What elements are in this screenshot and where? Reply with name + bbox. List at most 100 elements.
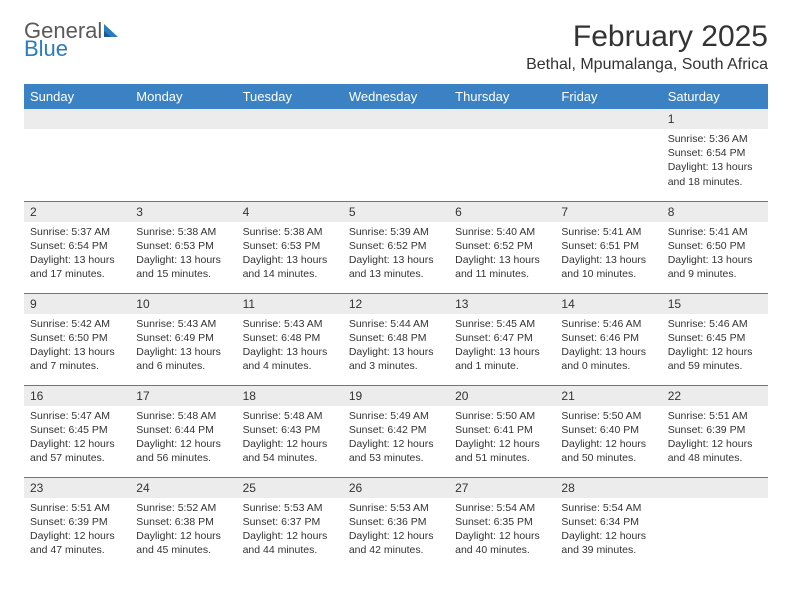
daylight-text: Daylight: 12 hours and 44 minutes. <box>243 529 337 557</box>
calendar-day-cell: 10 Sunrise: 5:43 AMSunset: 6:49 PMDayligh… <box>130 293 236 385</box>
sunset-text: Sunset: 6:39 PM <box>668 423 762 437</box>
daylight-text: Daylight: 12 hours and 47 minutes. <box>30 529 124 557</box>
calendar-day-cell <box>449 109 555 201</box>
sunset-text: Sunset: 6:52 PM <box>349 239 443 253</box>
sail-icon <box>102 20 124 42</box>
day-details: Sunrise: 5:42 AMSunset: 6:50 PMDaylight:… <box>24 314 130 378</box>
calendar-day-cell: 19Sunrise: 5:49 AMSunset: 6:42 PMDayligh… <box>343 385 449 477</box>
daylight-text: Daylight: 13 hours and 0 minutes. <box>561 345 655 373</box>
calendar-day-cell: 14Sunrise: 5:46 AMSunset: 6:46 PMDayligh… <box>555 293 661 385</box>
day-number: 11 <box>237 294 343 314</box>
day-number: 14 <box>555 294 661 314</box>
sunrise-text: Sunrise: 5:40 AM <box>455 225 549 239</box>
day-number: 10 <box>130 294 236 314</box>
daylight-text: Daylight: 13 hours and 6 minutes. <box>136 345 230 373</box>
sunrise-text: Sunrise: 5:36 AM <box>668 132 762 146</box>
sunset-text: Sunset: 6:42 PM <box>349 423 443 437</box>
sunrise-text: Sunrise: 5:53 AM <box>349 501 443 515</box>
sunrise-text: Sunrise: 5:54 AM <box>561 501 655 515</box>
sunset-text: Sunset: 6:40 PM <box>561 423 655 437</box>
sunset-text: Sunset: 6:37 PM <box>243 515 337 529</box>
sunrise-text: Sunrise: 5:39 AM <box>349 225 443 239</box>
day-number <box>130 109 236 129</box>
sunrise-text: Sunrise: 5:43 AM <box>243 317 337 331</box>
day-header: Saturday <box>662 84 768 109</box>
sunset-text: Sunset: 6:35 PM <box>455 515 549 529</box>
day-details: Sunrise: 5:54 AMSunset: 6:35 PMDaylight:… <box>449 498 555 562</box>
calendar-day-cell: 23Sunrise: 5:51 AMSunset: 6:39 PMDayligh… <box>24 477 130 569</box>
calendar-day-cell: 5 Sunrise: 5:39 AMSunset: 6:52 PMDaylight… <box>343 201 449 293</box>
daylight-text: Daylight: 12 hours and 50 minutes. <box>561 437 655 465</box>
calendar-day-cell: 12Sunrise: 5:44 AMSunset: 6:48 PMDayligh… <box>343 293 449 385</box>
day-details: Sunrise: 5:36 AMSunset: 6:54 PMDaylight:… <box>662 129 768 193</box>
day-details: Sunrise: 5:43 AMSunset: 6:48 PMDaylight:… <box>237 314 343 378</box>
sunset-text: Sunset: 6:46 PM <box>561 331 655 345</box>
day-number: 25 <box>237 478 343 498</box>
daylight-text: Daylight: 12 hours and 53 minutes. <box>349 437 443 465</box>
sunrise-text: Sunrise: 5:51 AM <box>30 501 124 515</box>
calendar-day-cell: 9Sunrise: 5:42 AMSunset: 6:50 PMDaylight… <box>24 293 130 385</box>
sunset-text: Sunset: 6:49 PM <box>136 331 230 345</box>
daylight-text: Daylight: 12 hours and 45 minutes. <box>136 529 230 557</box>
sunset-text: Sunset: 6:52 PM <box>455 239 549 253</box>
sunset-text: Sunset: 6:39 PM <box>30 515 124 529</box>
logo-text-block: General Blue <box>24 20 124 60</box>
sunrise-text: Sunrise: 5:41 AM <box>561 225 655 239</box>
sunrise-text: Sunrise: 5:47 AM <box>30 409 124 423</box>
daylight-text: Daylight: 12 hours and 42 minutes. <box>349 529 443 557</box>
day-number: 16 <box>24 386 130 406</box>
day-details: Sunrise: 5:48 AMSunset: 6:43 PMDaylight:… <box>237 406 343 470</box>
calendar-day-cell <box>130 109 236 201</box>
sunrise-text: Sunrise: 5:50 AM <box>561 409 655 423</box>
day-details: Sunrise: 5:47 AMSunset: 6:45 PMDaylight:… <box>24 406 130 470</box>
day-number: 15 <box>662 294 768 314</box>
daylight-text: Daylight: 12 hours and 40 minutes. <box>455 529 549 557</box>
day-number: 7 <box>555 202 661 222</box>
location-subtitle: Bethal, Mpumalanga, South Africa <box>526 56 768 74</box>
day-header: Monday <box>130 84 236 109</box>
daylight-text: Daylight: 13 hours and 13 minutes. <box>349 253 443 281</box>
sunrise-text: Sunrise: 5:43 AM <box>136 317 230 331</box>
day-details: Sunrise: 5:49 AMSunset: 6:42 PMDaylight:… <box>343 406 449 470</box>
day-number: 18 <box>237 386 343 406</box>
calendar-day-cell: 4Sunrise: 5:38 AMSunset: 6:53 PMDaylight… <box>237 201 343 293</box>
day-header: Thursday <box>449 84 555 109</box>
day-number: 19 <box>343 386 449 406</box>
day-number: 5 <box>343 202 449 222</box>
brand-logo: General Blue <box>24 20 124 60</box>
calendar-day-cell <box>343 109 449 201</box>
daylight-text: Daylight: 12 hours and 56 minutes. <box>136 437 230 465</box>
sunset-text: Sunset: 6:43 PM <box>243 423 337 437</box>
day-details: Sunrise: 5:51 AMSunset: 6:39 PMDaylight:… <box>662 406 768 470</box>
sunset-text: Sunset: 6:34 PM <box>561 515 655 529</box>
sunset-text: Sunset: 6:45 PM <box>668 331 762 345</box>
day-details: Sunrise: 5:51 AMSunset: 6:39 PMDaylight:… <box>24 498 130 562</box>
sunset-text: Sunset: 6:47 PM <box>455 331 549 345</box>
calendar-body: 1Sunrise: 5:36 AMSunset: 6:54 PMDaylight… <box>24 109 768 569</box>
calendar-day-cell: 20Sunrise: 5:50 AMSunset: 6:41 PMDayligh… <box>449 385 555 477</box>
day-details: Sunrise: 5:46 AMSunset: 6:45 PMDaylight:… <box>662 314 768 378</box>
month-title: February 2025 <box>526 20 768 54</box>
day-number <box>662 478 768 498</box>
sunrise-text: Sunrise: 5:44 AM <box>349 317 443 331</box>
day-number: 12 <box>343 294 449 314</box>
day-number <box>555 109 661 129</box>
calendar-day-cell: 2Sunrise: 5:37 AMSunset: 6:54 PMDaylight… <box>24 201 130 293</box>
day-details: Sunrise: 5:44 AMSunset: 6:48 PMDaylight:… <box>343 314 449 378</box>
sunset-text: Sunset: 6:36 PM <box>349 515 443 529</box>
daylight-text: Daylight: 13 hours and 4 minutes. <box>243 345 337 373</box>
day-number: 3 <box>130 202 236 222</box>
calendar-week-row: 9Sunrise: 5:42 AMSunset: 6:50 PMDaylight… <box>24 293 768 385</box>
calendar-day-cell: 6Sunrise: 5:40 AMSunset: 6:52 PMDaylight… <box>449 201 555 293</box>
day-number: 8 <box>662 202 768 222</box>
day-number: 13 <box>449 294 555 314</box>
day-number: 17 <box>130 386 236 406</box>
calendar-table: Sunday Monday Tuesday Wednesday Thursday… <box>24 84 768 569</box>
sunrise-text: Sunrise: 5:52 AM <box>136 501 230 515</box>
sunset-text: Sunset: 6:54 PM <box>30 239 124 253</box>
calendar-day-cell: 26Sunrise: 5:53 AMSunset: 6:36 PMDayligh… <box>343 477 449 569</box>
sunrise-text: Sunrise: 5:42 AM <box>30 317 124 331</box>
sunset-text: Sunset: 6:51 PM <box>561 239 655 253</box>
day-details: Sunrise: 5:53 AMSunset: 6:37 PMDaylight:… <box>237 498 343 562</box>
daylight-text: Daylight: 12 hours and 39 minutes. <box>561 529 655 557</box>
